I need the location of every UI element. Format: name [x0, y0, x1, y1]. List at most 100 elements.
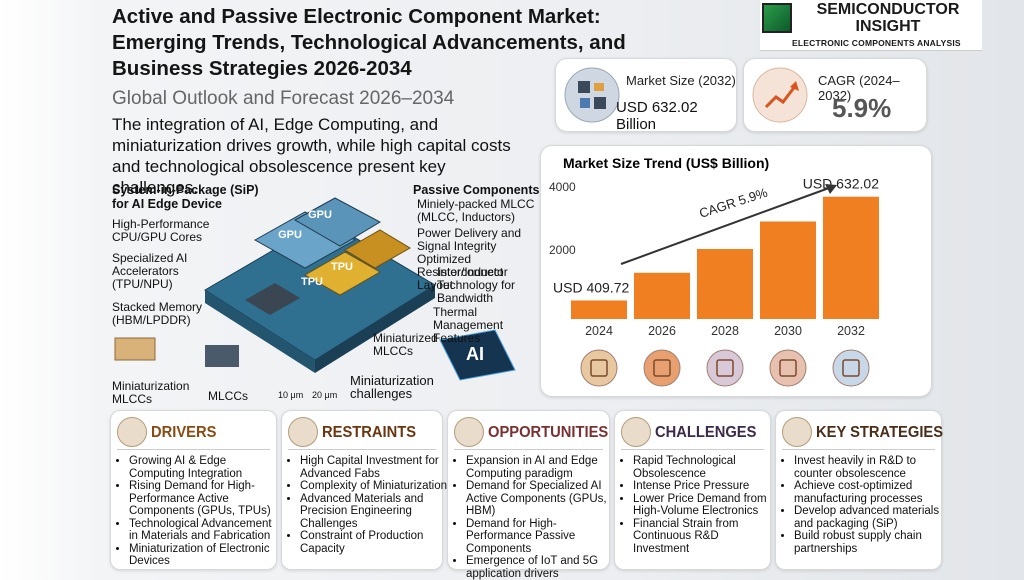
section-item: Demand for Specialized AI Active Compone… [466, 480, 615, 518]
stat-icon [752, 67, 808, 123]
icon-glyph [842, 359, 860, 377]
component-label: Miniely-packed MLCC (MLCC, Inductors) [417, 197, 535, 224]
component-label: Stacked Memory (HBM/LPDDR) [112, 300, 203, 327]
chart-card: Market Size Trend (US$ Billion) 4000 2000… [540, 145, 932, 397]
brand: SEMICONDUCTOR INSIGHT ELECTRONIC COMPONE… [760, 0, 982, 51]
section-icon [621, 417, 651, 447]
section-item: Rising Demand for High-Performance Activ… [129, 480, 282, 518]
section-item: High Capital Investment for Advanced Fab… [300, 455, 448, 480]
section-item: Constraint of Production Capacity [300, 530, 448, 555]
component-label: MLCCs [208, 389, 249, 403]
description: The integration of AI, Edge Computing, a… [112, 115, 511, 197]
section-icon [782, 417, 812, 447]
section-list: Growing AI & Edge Computing IntegrationR… [117, 455, 282, 568]
stat-value: 5.9% [832, 93, 892, 123]
icon [706, 349, 744, 387]
icon [832, 349, 870, 387]
component-label: High-Performance CPU/GPU Cores [112, 217, 210, 244]
stat-label: Market Size (2032) [626, 73, 736, 88]
icon-glyph [590, 359, 608, 377]
section-item: Expansion in AI and Edge Computing parad… [466, 455, 615, 480]
axis-label: 4000 [549, 180, 576, 194]
section-rule [454, 449, 603, 450]
section-title: CHALLENGES [655, 424, 757, 441]
component-label: Miniaturized MLCCs [373, 331, 438, 358]
icon-glyph [653, 359, 671, 377]
section-rule [288, 449, 436, 450]
stat-icon [564, 67, 620, 123]
chart-title: Market Size Trend (US$ Billion) [563, 155, 769, 171]
brand-icon [762, 3, 792, 33]
icon-glyph [779, 359, 797, 377]
component-label: 20 μm [312, 390, 338, 400]
section-list: Expansion in AI and Edge Computing parad… [454, 455, 615, 580]
section-list: High Capital Investment for Advanced Fab… [288, 455, 448, 555]
diagram-heading: System-in-Package (SiP) for AI Edge Devi… [112, 183, 259, 211]
section-item: Miniaturization of Electronic Devices [129, 543, 282, 568]
icon [769, 349, 807, 387]
bar [634, 272, 690, 319]
section-title: OPPORTUNITIES [488, 424, 609, 441]
section-item: Develop advanced materials and packaging… [794, 505, 947, 530]
chip-label: AI [466, 344, 484, 364]
section-item: Achieve cost-optimized manufacturing pro… [794, 480, 947, 505]
chip-label: TPU [301, 276, 323, 288]
bar [760, 221, 816, 319]
stat-label: CAGR (2024–2032) [818, 73, 900, 103]
section-icon [117, 417, 147, 447]
component-label: Miniaturization challenges [350, 373, 434, 401]
section-title: DRIVERS [151, 424, 217, 441]
section-item: Complexity of Miniaturization [300, 480, 448, 493]
cagr-label: CAGR 5.9% [697, 185, 769, 221]
axis-label: 2000 [549, 243, 576, 257]
x-tick-label: 2028 [711, 324, 739, 338]
section-item: Demand for High-Performance Passive Comp… [466, 518, 615, 556]
section-item: Intense Price Pressure [633, 480, 776, 493]
chip-label: GPU [278, 229, 302, 241]
arrow-head [825, 184, 837, 194]
section-list: Invest heavily in R&D to counter obsoles… [782, 455, 947, 555]
component-label: Interconnect Technology for Bandwidth [437, 265, 516, 305]
bar [697, 249, 753, 319]
section-item: Rapid Technological Obsolescence [633, 455, 776, 480]
chart: Market Size Trend (US$ Billion) 4000 2000… [549, 155, 879, 387]
section-card: CHALLENGESRapid Technological Obsolescen… [614, 410, 771, 570]
value-label: USD 409.72 [553, 279, 629, 295]
section-card: OPPORTUNITIESExpansion in AI and Edge Co… [447, 410, 610, 580]
icon-glyph [716, 359, 734, 377]
component-label: Power Delivery and Signal Integrity Opti… [417, 226, 522, 292]
brand-name: SEMICONDUCTOR INSIGHT [816, 1, 960, 35]
section-rule [117, 449, 270, 450]
section-icon [288, 417, 318, 447]
stat-value: USD 632.02 Billion [616, 99, 698, 133]
section-card: RESTRAINTS High Capital Investment for Ad… [281, 410, 447, 570]
icon [580, 349, 618, 387]
x-tick-label: 2024 [585, 324, 613, 338]
section-item: Lower Price Demand from High-Volume Elec… [633, 493, 776, 518]
section-card: KEY STRATEGIES Invest heavily in R&D to c… [775, 410, 944, 570]
x-tick-label: 2026 [648, 324, 676, 338]
chip-label: TPU [331, 261, 353, 273]
section-title: KEY STRATEGIES [816, 424, 944, 441]
trend-arrow [620, 187, 830, 265]
section-icon [454, 417, 484, 447]
section-item: Emergence of IoT and 5G application driv… [466, 555, 615, 580]
section-title: RESTRAINTS [322, 424, 417, 441]
subtitle: Global Outlook and Forecast 2026–2034 [112, 88, 455, 109]
bar [823, 196, 879, 319]
section-item: Invest heavily in R&D to counter obsoles… [794, 455, 947, 480]
section-card: DRIVERSGrowing AI & Edge Computing Integ… [110, 410, 277, 570]
chip-label: GPU [308, 209, 332, 221]
x-tick-label: 2030 [774, 324, 802, 338]
x-tick-label: 2032 [837, 324, 865, 338]
title: Active and Passive Electronic Component … [112, 5, 626, 80]
section-item: Technological Advancement in Materials a… [129, 518, 282, 543]
diagram-heading: Passive Components [413, 183, 540, 197]
component-label: Specialized AI Accelerators (TPU/NPU) [112, 251, 188, 291]
icon [643, 349, 681, 387]
brand-tagline: ELECTRONIC COMPONENTS ANALYSIS [792, 38, 961, 48]
section-item: Build robust supply chain partnerships [794, 530, 947, 555]
section-rule [782, 449, 935, 450]
component-label: Thermal Management Features [433, 305, 504, 345]
